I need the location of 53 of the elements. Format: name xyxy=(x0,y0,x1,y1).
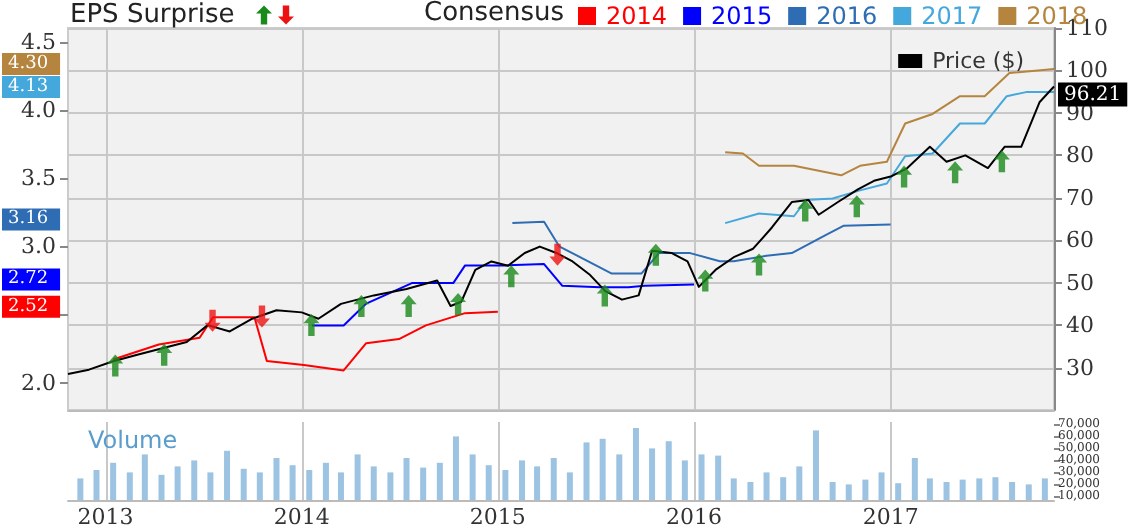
point xyxy=(697,269,714,292)
data-label: 96.21 xyxy=(1064,83,1122,106)
y2-tick-label: 60 xyxy=(1066,227,1094,254)
point xyxy=(303,314,320,337)
point xyxy=(751,253,768,276)
legend-title: Consensus xyxy=(424,0,565,28)
point xyxy=(647,243,664,266)
y-tick-label: 3.0 xyxy=(21,233,56,260)
legend-label: 2015 xyxy=(711,2,773,30)
legend-label: 2016 xyxy=(816,2,878,30)
point xyxy=(896,165,913,188)
y2-tick-label: 40 xyxy=(1066,312,1094,339)
text: 3.16 xyxy=(8,209,49,230)
point xyxy=(549,243,566,266)
point xyxy=(156,343,173,366)
y3-axis-title: Volume xyxy=(88,426,178,454)
y-tick-label: 3.5 xyxy=(21,165,56,192)
point xyxy=(204,309,221,332)
point xyxy=(848,195,865,218)
point xyxy=(503,265,520,288)
text: 2.72 xyxy=(8,269,49,290)
y2-tick-label: 100 xyxy=(1066,57,1108,84)
point xyxy=(400,295,417,318)
legend-label: 2014 xyxy=(606,2,668,30)
point xyxy=(797,199,814,222)
x-tick-label: 2013 xyxy=(77,504,134,528)
x-tick-label: 2014 xyxy=(273,504,330,528)
point xyxy=(450,292,467,315)
x-tick-label: 2017 xyxy=(862,504,919,528)
line-series xyxy=(511,220,892,275)
legend-label: Price ($) xyxy=(932,48,1025,74)
point xyxy=(353,295,370,318)
x-tick-label: 2015 xyxy=(469,504,526,528)
y2-tick-label: 70 xyxy=(1066,184,1094,211)
point xyxy=(253,305,270,328)
x-tick-label: 2016 xyxy=(665,504,722,528)
point xyxy=(993,150,1010,173)
point xyxy=(596,284,613,307)
text: 2.52 xyxy=(8,296,49,317)
y2-tick-label: 80 xyxy=(1066,142,1094,169)
y-tick-label: 4.5 xyxy=(21,28,56,55)
line-series xyxy=(724,91,1055,225)
line-series xyxy=(67,85,1055,375)
point xyxy=(107,354,124,377)
annotation: EPS Surprise xyxy=(70,0,235,30)
point xyxy=(947,161,964,184)
text: 4.30 xyxy=(8,53,49,74)
y-tick-label: 2.0 xyxy=(21,369,56,396)
legend-label: 2017 xyxy=(921,2,983,30)
text: 4.13 xyxy=(8,77,49,98)
y-tick-label: 4.0 xyxy=(21,96,56,123)
y2-tick-label: 30 xyxy=(1066,354,1094,381)
y2-tick-label: 50 xyxy=(1066,269,1094,296)
